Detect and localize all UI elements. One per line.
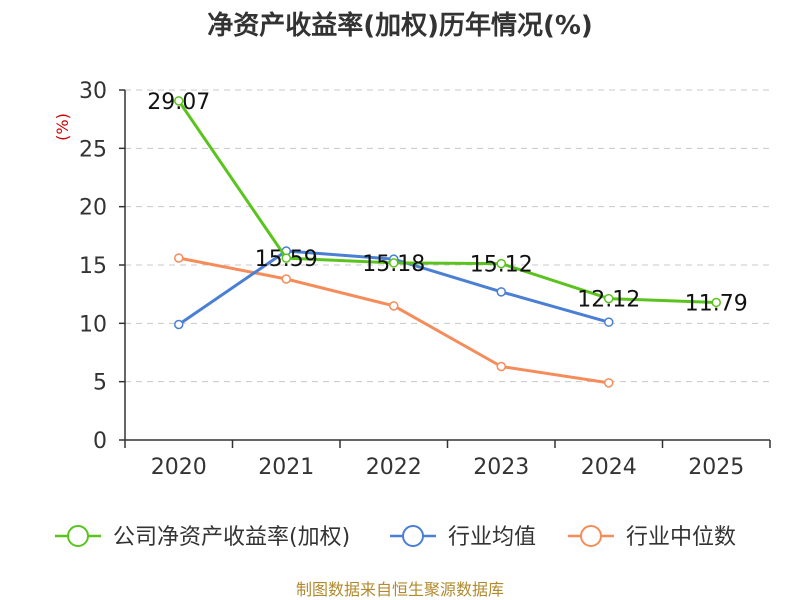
- y-axis-unit-label: (%): [53, 113, 72, 141]
- y-tick-label: 10: [79, 312, 107, 337]
- data-point: [496, 287, 506, 297]
- chart-title: 净资产收益率(加权)历年情况(%): [207, 10, 593, 41]
- data-point: [604, 317, 614, 327]
- data-label: 29.07: [147, 90, 210, 115]
- legend-marker-circle: [580, 525, 602, 547]
- data-point: [174, 319, 184, 330]
- legend-label: 行业均值: [448, 525, 536, 550]
- legend: 公司净资产收益率(加权) 行业均值 行业中位数: [55, 525, 736, 550]
- data-point: [496, 258, 506, 269]
- legend-label: 行业中位数: [626, 525, 736, 550]
- x-tick-label: 2025: [688, 455, 744, 480]
- x-tick-label: 2024: [581, 455, 637, 480]
- data-point: [604, 378, 614, 388]
- data-point: [711, 297, 721, 308]
- y-tick-label: 20: [79, 196, 107, 221]
- legend-label: 公司净资产收益率(加权): [113, 525, 350, 550]
- source-note: 制图数据来自恒生聚源数据库: [296, 580, 504, 599]
- data-label: 12.12: [577, 288, 640, 313]
- y-tick-label: 0: [93, 429, 107, 454]
- data-point: [389, 301, 399, 311]
- legend-marker-circle: [67, 525, 89, 547]
- data-point: [604, 293, 614, 304]
- x-tick-label: 2022: [366, 455, 422, 480]
- data-point: [281, 253, 291, 263]
- data-label: 15.59: [255, 247, 318, 272]
- x-tick-label: 2020: [151, 455, 207, 480]
- data-point: [281, 274, 291, 284]
- data-point: [174, 253, 184, 263]
- y-tick-label: 15: [79, 254, 107, 279]
- data-label: 15.12: [470, 253, 533, 278]
- data-label: 11.79: [685, 291, 748, 316]
- data-label: 15.18: [362, 252, 425, 277]
- data-point: [496, 361, 506, 372]
- y-tick-label: 5: [93, 371, 107, 396]
- series-line: [177, 100, 717, 304]
- x-tick-label: 2021: [258, 455, 314, 480]
- data-point: [389, 258, 399, 268]
- gridlines: [125, 89, 770, 383]
- legend-marker-circle: [402, 525, 424, 547]
- y-tick-label: 25: [79, 137, 107, 162]
- series-lines: [174, 96, 721, 388]
- data-labels: 29.07 15.59 15.18 15.12 12.12 11.79: [147, 90, 747, 317]
- y-tick-label: 30: [79, 79, 107, 104]
- data-point: [174, 96, 184, 106]
- x-tick-label: 2023: [473, 455, 529, 480]
